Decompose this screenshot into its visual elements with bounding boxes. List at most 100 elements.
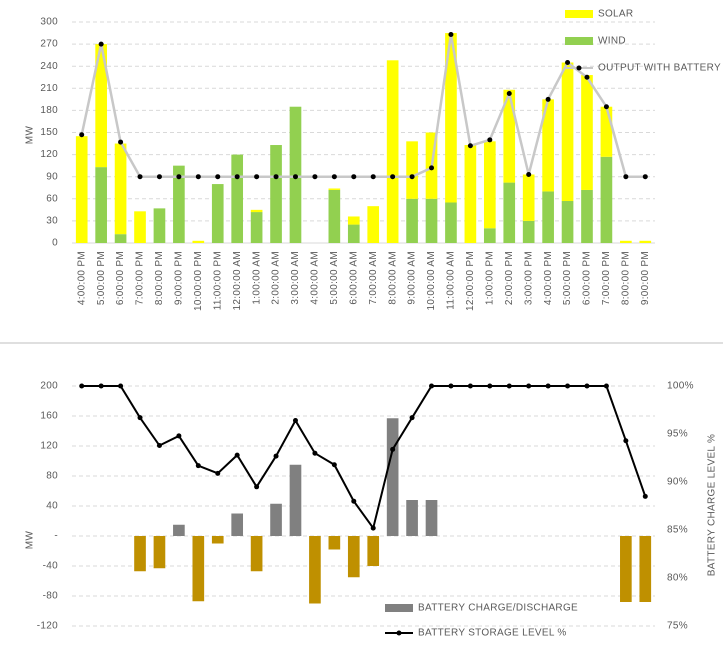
marker (623, 174, 629, 180)
marker (98, 383, 104, 389)
y2-tick-label: 85% (667, 525, 688, 536)
bar (211, 184, 224, 243)
bar (542, 99, 554, 192)
marker (545, 96, 551, 102)
y2-tick-label: 75% (667, 621, 688, 632)
bar (600, 156, 613, 243)
marker (331, 174, 337, 180)
marker (79, 132, 85, 138)
marker (370, 525, 376, 531)
bar (503, 182, 516, 243)
y-axis-title: MW (25, 126, 36, 145)
marker (292, 174, 298, 180)
x-tick-label: 6:00:00 PM (582, 251, 593, 305)
x-tick-label: 8:00:00 PM (620, 251, 631, 305)
bar (173, 524, 185, 536)
marker (584, 383, 590, 389)
bar (600, 106, 613, 157)
bar (464, 145, 477, 243)
bar (211, 536, 224, 544)
y-tick-label: - (54, 531, 58, 542)
bar (328, 188, 341, 190)
marker (312, 450, 318, 456)
marker (351, 174, 357, 180)
x-tick-label: 1:00:00 AM (251, 251, 262, 305)
marker (98, 41, 104, 47)
marker (273, 174, 279, 180)
y-axis-title: MW (25, 531, 36, 550)
marker (506, 383, 512, 389)
marker (409, 174, 415, 180)
y-tick-label: -40 (43, 561, 58, 572)
bar (367, 536, 380, 566)
marker (118, 139, 124, 145)
legend-item: SOLAR (565, 9, 633, 20)
marker (273, 453, 279, 459)
marker (603, 104, 609, 110)
y2-tick-label: 80% (667, 573, 688, 584)
marker (292, 418, 298, 424)
marker (176, 174, 182, 180)
y-tick-label: 300 (40, 17, 58, 28)
bar (289, 464, 302, 536)
marker (487, 383, 493, 389)
marker (195, 174, 201, 180)
bar (347, 216, 360, 225)
bar (503, 89, 516, 183)
marker (467, 143, 473, 149)
marker (137, 174, 143, 180)
y2-tick-label: 95% (667, 429, 688, 440)
bar (75, 136, 88, 243)
bar (445, 33, 457, 203)
marker (429, 383, 435, 389)
x-tick-label: 3:00:00 AM (290, 251, 301, 305)
marker (390, 446, 396, 452)
bar (406, 500, 418, 536)
bar (425, 198, 438, 243)
marker (429, 165, 435, 171)
marker (448, 32, 454, 38)
marker (603, 383, 609, 389)
x-tick-label: 4:00:00 PM (543, 251, 554, 305)
marker (137, 415, 143, 421)
bar (114, 234, 127, 243)
marker (351, 498, 357, 504)
bar (542, 191, 554, 243)
x-tick-label: 8:00:00 AM (387, 251, 398, 305)
x-tick-label: 7:00:00 PM (135, 251, 146, 305)
x-tick-label: 10:00:00 AM (426, 251, 437, 310)
bar (270, 145, 282, 243)
y-tick-label: 90 (46, 171, 58, 182)
y-tick-label: 80 (46, 471, 58, 482)
x-tick-label: 5:00:00 PM (96, 251, 107, 305)
x-tick-label: 8:00:00 PM (154, 251, 165, 305)
x-tick-label: 2:00:00 PM (504, 251, 515, 305)
bar (250, 209, 263, 213)
bar (153, 208, 166, 243)
marker (118, 383, 124, 389)
bar (483, 228, 496, 243)
bar (328, 536, 341, 550)
x-tick-label: 3:00:00 PM (523, 251, 534, 305)
bar (522, 174, 535, 221)
y-tick-label: 120 (40, 441, 58, 452)
marker (642, 493, 648, 499)
bar (153, 536, 166, 569)
x-tick-label: 4:00:00 AM (310, 251, 321, 305)
x-tick-label: 11:00:00 AM (446, 251, 457, 310)
bar (231, 154, 244, 243)
marker (390, 174, 396, 180)
legend-item: BATTERY CHARGE/DISCHARGE (385, 603, 578, 614)
bar (522, 220, 535, 243)
marker (467, 383, 473, 389)
marker (506, 90, 512, 96)
y-tick-label: 0 (52, 238, 58, 249)
bar (192, 240, 205, 243)
marker (623, 438, 629, 444)
bar (639, 240, 652, 243)
marker (312, 174, 318, 180)
x-tick-label: 6:00:00 PM (115, 251, 126, 305)
y-tick-label: -80 (43, 591, 58, 602)
x-tick-label: 9:00:00 AM (407, 251, 418, 305)
